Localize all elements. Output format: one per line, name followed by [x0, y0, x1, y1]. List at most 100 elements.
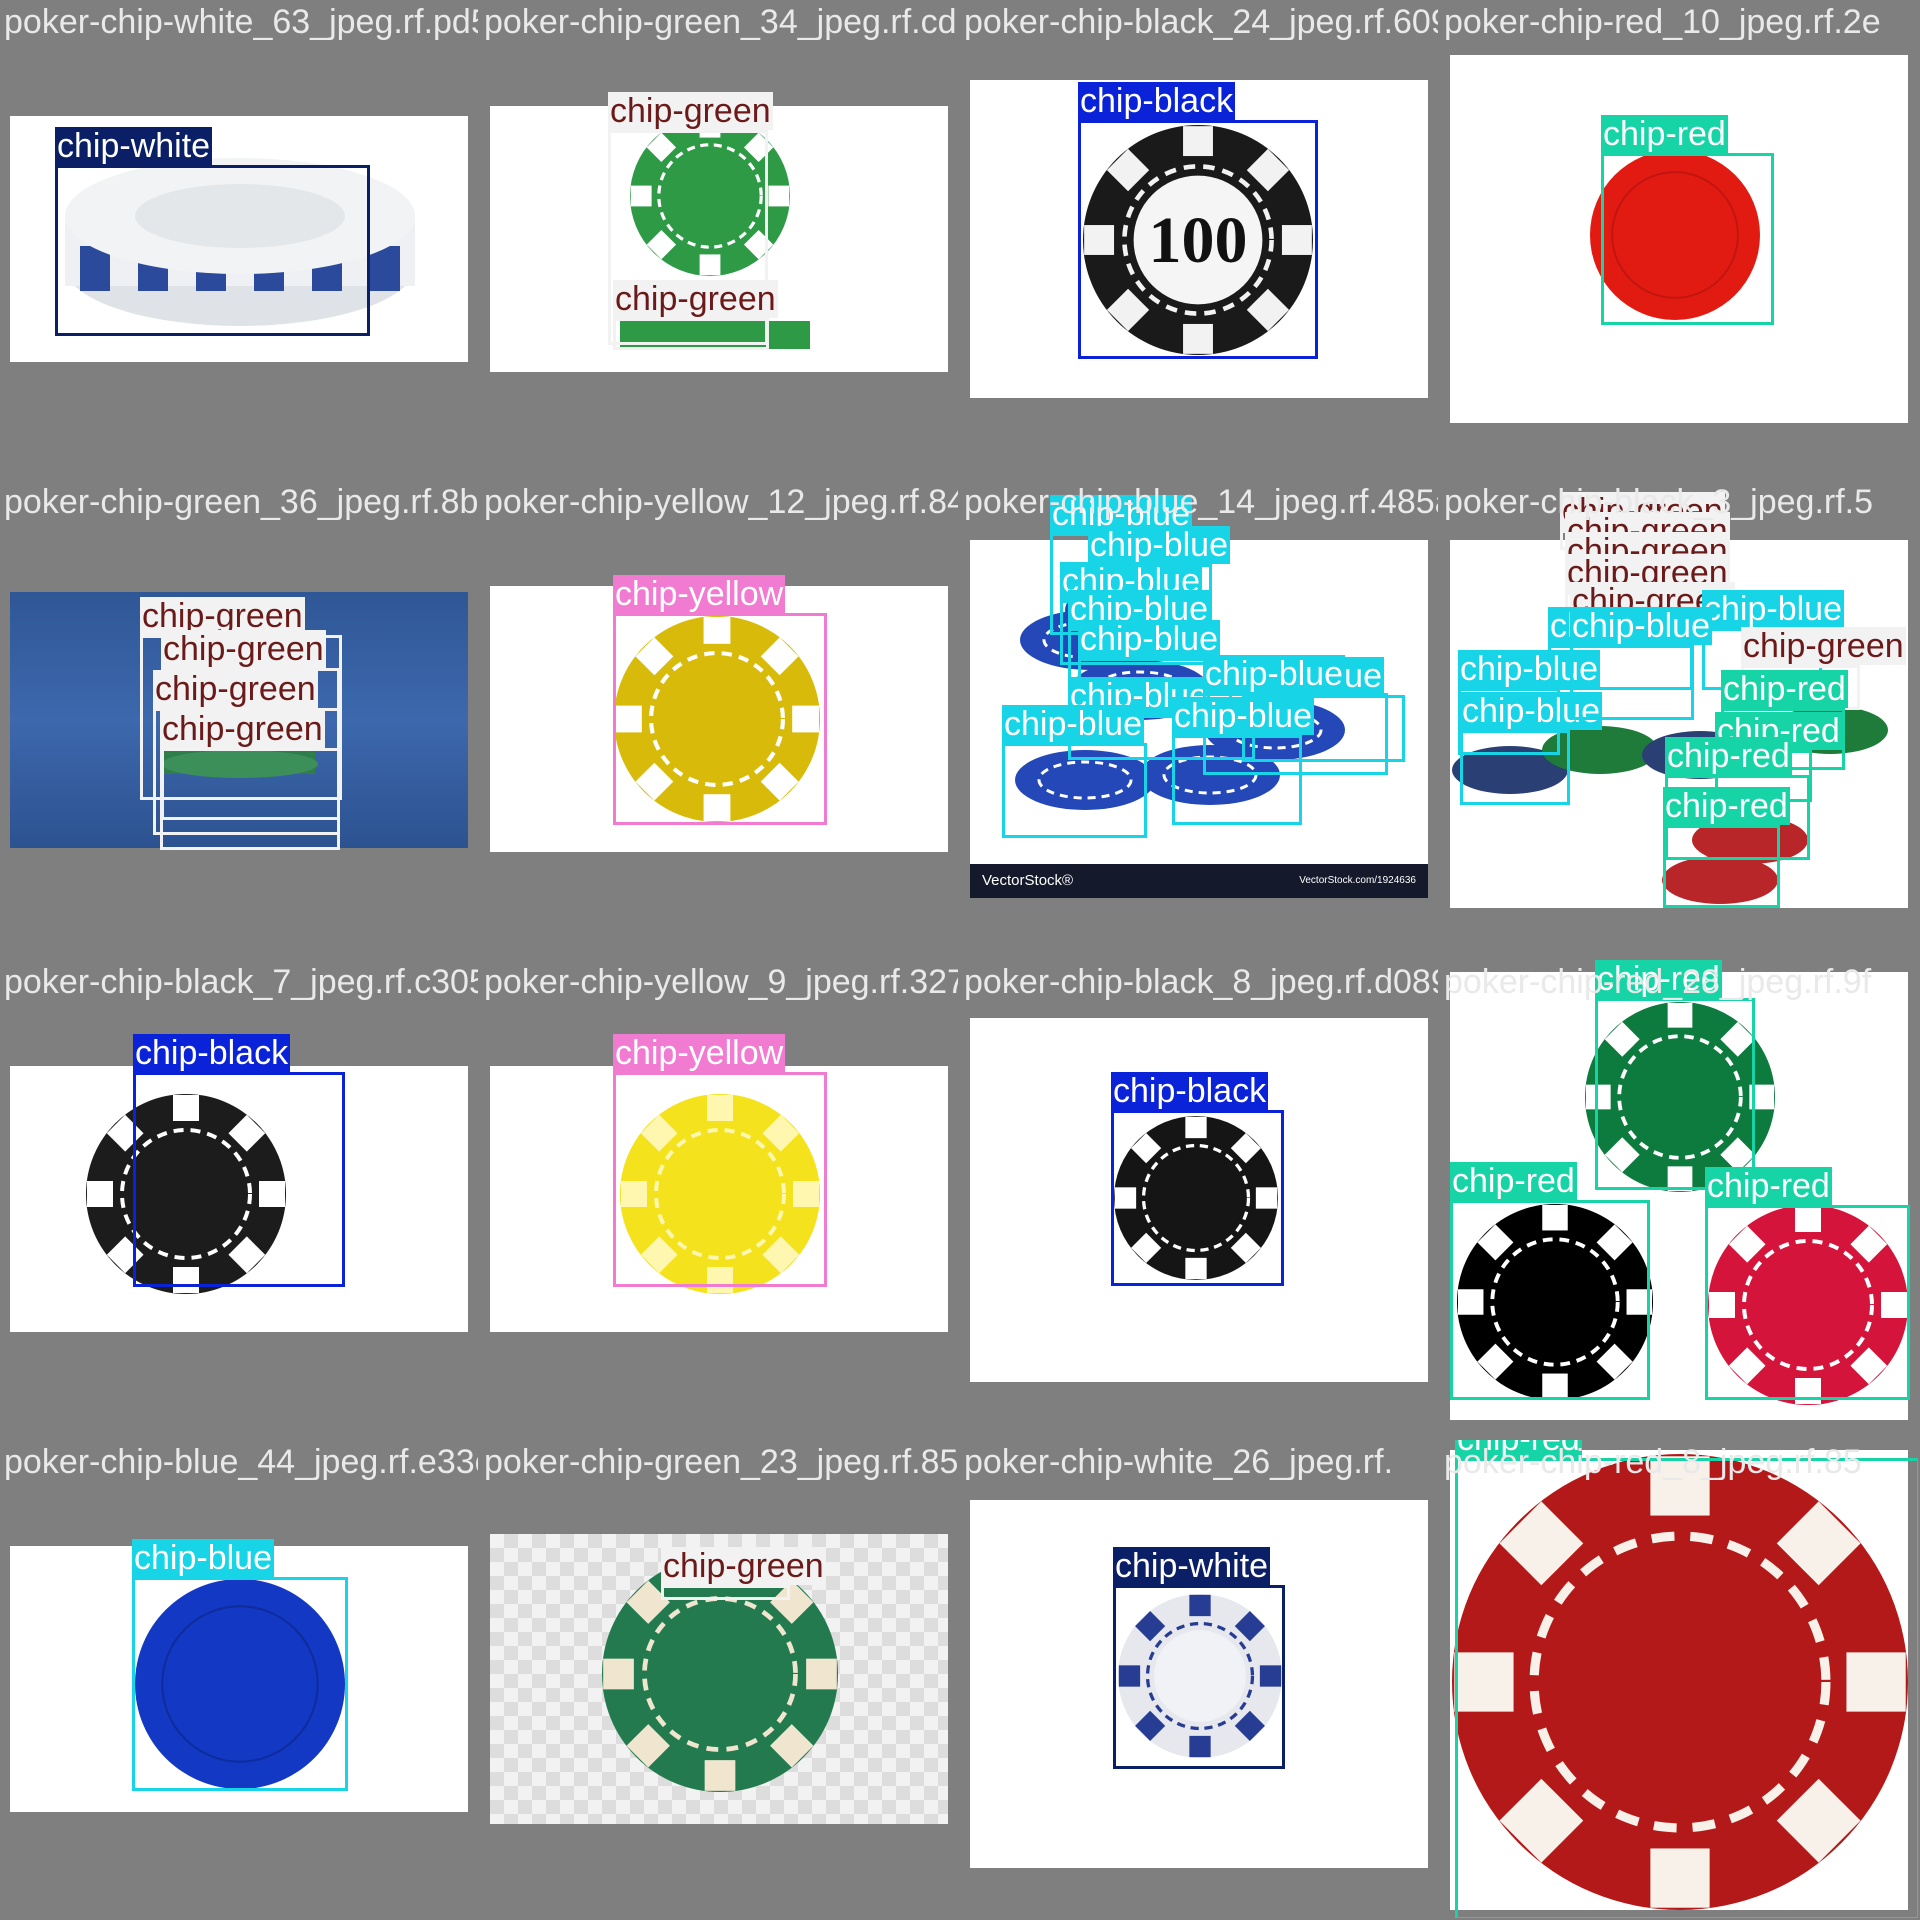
class-label: chip-yellow — [613, 575, 786, 613]
class-label: chip-red — [1663, 787, 1790, 825]
class-label: chip-red — [1450, 1162, 1577, 1200]
detection: chip-blue — [1002, 705, 1147, 838]
mosaic-tile: chip-white poker-chip-white_26_jpeg.rf. — [960, 1440, 1438, 1918]
mosaic-tile: chip-green chip-green chip-green chip-green… — [0, 480, 478, 958]
class-label: chip-red — [1705, 1167, 1832, 1205]
detection: chip-red — [1455, 1440, 1918, 1918]
detection: chip-green — [1741, 627, 1906, 710]
mosaic-tile: chip-black poker-chip-black_8_jpeg.rf.d08… — [960, 960, 1438, 1438]
detection: chip-green — [613, 280, 778, 350]
detection: chip-red — [1663, 787, 1790, 908]
detection: chip-yellow — [613, 1034, 827, 1287]
class-label: chip-red — [1665, 737, 1792, 775]
tile-filename: poker-chip-green_36_jpeg.rf.8bb763f40990 — [4, 483, 478, 521]
class-label: chip-green — [608, 92, 773, 130]
poker-chip-graphic — [1452, 1454, 1908, 1910]
poker-chip-graphic — [86, 1094, 286, 1294]
tile-filename: poker-chip-green_34_jpeg.rf.cdc6f97d64ff — [484, 3, 958, 41]
tile-image — [1450, 1450, 1908, 1910]
class-label: chip-blue — [1172, 697, 1314, 735]
bounding-box — [613, 1072, 827, 1287]
tile-filename: poker-chip-black_7_jpeg.rf.c305a6d137879 — [4, 963, 478, 1001]
tile-image: 100 — [970, 80, 1428, 398]
watermark-url: VectorStock.com/1924636 — [1299, 875, 1416, 886]
tile-filename: poker-chip-white_26_jpeg.rf. — [964, 1443, 1394, 1481]
mosaic-tile: chip-black poker-chip-black_7_jpeg.rf.c30… — [0, 960, 478, 1438]
bounding-box — [1172, 735, 1302, 825]
mosaic-tile: chip-green poker-chip-green_23_jpeg.rf.85… — [480, 1440, 958, 1918]
bounding-box — [1455, 1458, 1918, 1918]
tile-image — [10, 1066, 468, 1332]
class-label: chip-blue — [1702, 590, 1844, 628]
detection: chip-green — [140, 597, 342, 800]
class-label: chip-red — [1595, 960, 1722, 998]
class-label: chip-green — [161, 630, 326, 668]
poker-chip-graphic — [1457, 1002, 1908, 1405]
bounding-box — [1663, 825, 1780, 908]
poker-chip-graphic — [135, 1579, 345, 1789]
poker-chip-graphic — [1590, 150, 1760, 320]
class-label: chip-green — [661, 1547, 826, 1585]
detection: chip-blue — [1458, 650, 1600, 755]
bounding-box — [613, 613, 827, 825]
class-label: chip-yellow — [613, 1034, 786, 1072]
bounding-box — [1595, 998, 1755, 1190]
class-label: chip-red — [1721, 670, 1848, 708]
bounding-box — [1078, 120, 1318, 359]
class-label: chip-blue — [1570, 607, 1712, 645]
class-label: chip-blue — [1078, 620, 1220, 658]
detection: chip-blue — [1570, 607, 1712, 720]
poker-chip-graphic — [602, 1556, 838, 1792]
detection: chip-black — [1111, 1072, 1284, 1286]
bounding-box — [1460, 730, 1570, 805]
detection: chip-blue — [132, 1539, 348, 1791]
tile-image — [490, 106, 948, 372]
class-label: chip-black — [1078, 82, 1236, 120]
class-label: chip-blue — [1002, 705, 1144, 743]
detection: chip-yellow — [613, 575, 827, 825]
tile-image — [10, 1546, 468, 1812]
mosaic-tile: chip-white poker-chip-white_63_jpeg.rf.pd… — [0, 0, 478, 478]
bounding-box — [160, 748, 340, 850]
mosaic-tile: chip-red poker-chip-red_10_jpeg.rf.2e — [1440, 0, 1918, 478]
class-label: chip-red — [1601, 115, 1728, 153]
bounding-box — [661, 1585, 790, 1600]
bounding-box — [1111, 1110, 1284, 1286]
poker-chip-graphic — [1118, 1594, 1282, 1758]
detection: chip-green — [661, 1547, 826, 1600]
mosaic-tile: chip-yellow poker-chip-yellow_12_jpeg.rf.… — [480, 480, 958, 958]
poker-chip-graphic — [620, 1094, 820, 1294]
mosaic-tile: 100 chip-black poker-chip-black_24_jpeg.rf… — [960, 0, 1438, 478]
detection: chip-red — [1705, 1167, 1910, 1400]
detection: chip-blue — [1203, 655, 1388, 775]
detection: chip-white — [1113, 1547, 1285, 1769]
detection: chip-red — [1665, 737, 1810, 860]
class-label: chip-green — [153, 670, 318, 708]
tile-filename: poker-chip-black_24_jpeg.rf.6090ea850add — [964, 3, 1438, 41]
detection: chip-red — [1595, 960, 1755, 1190]
class-label: chip-green — [613, 280, 778, 318]
detection: chip-red — [1601, 115, 1774, 325]
mosaic-tile: chip-green chip-green chip-green chip-green… — [1440, 480, 1918, 958]
mosaic-tile: VectorStock® VectorStock.com/1924636 chip-… — [960, 480, 1438, 958]
detection: chip-white — [55, 127, 370, 336]
bounding-box — [608, 130, 768, 345]
class-label: chip-white — [1113, 1547, 1271, 1585]
class-label: chip-blue — [1088, 526, 1230, 564]
svg-text:100: 100 — [1149, 204, 1248, 277]
detection: chip-green — [160, 710, 340, 850]
mosaic-tile: chip-blue poker-chip-blue_44_jpeg.rf.e33c… — [0, 1440, 478, 1918]
bounding-box — [613, 318, 769, 350]
class-label: chip-green — [140, 597, 305, 635]
tile-image — [490, 1066, 948, 1332]
detection: chip-blue — [1172, 697, 1314, 825]
poker-chip-graphic — [1114, 1116, 1278, 1280]
class-label: chip-black — [133, 1034, 291, 1072]
bounding-box — [1002, 743, 1147, 838]
bounding-box — [55, 165, 370, 336]
detection: chip-blue — [1460, 692, 1602, 805]
poker-chip-graphic — [614, 616, 820, 822]
detection: chip-black — [1078, 82, 1318, 359]
tile-filename: poker-chip-white_63_jpeg.rf.pd505d8043be — [4, 3, 478, 41]
